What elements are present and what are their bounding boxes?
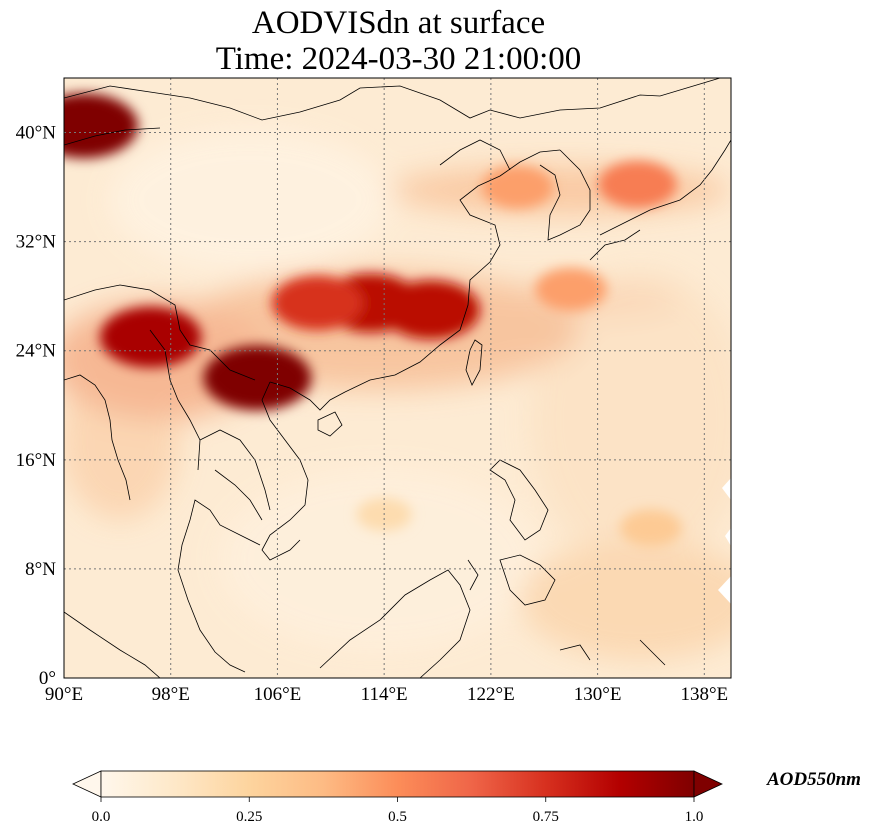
aerosol-plume [203, 345, 312, 411]
colorbar-max-extend [693, 770, 723, 798]
colorbar-gradient [100, 770, 695, 798]
longitude-tick-label: 138°E [680, 684, 728, 705]
aerosol-plume [64, 93, 138, 159]
longitude-tick-label: 90°E [45, 684, 83, 705]
longitude-tick-label: 122°E [467, 684, 515, 705]
aerosol-plume [535, 267, 607, 311]
latitude-tick-label: 0° [39, 668, 56, 689]
aerosol-plume [381, 280, 480, 340]
colorbar-tick-label: 1.0 [685, 809, 704, 825]
longitude-tick-label: 114°E [361, 684, 408, 705]
aerosol-plumes [64, 93, 682, 547]
latitude-tick-label: 16°N [16, 450, 57, 471]
map-time-subtitle: Time: 2024-03-30 21:00:00 [215, 41, 582, 77]
latitude-tick-label: 24°N [16, 341, 57, 362]
latitude-tick-label: 8°N [25, 559, 56, 580]
nodata-patch [722, 478, 731, 500]
latitude-tick-label: 32°N [16, 232, 57, 253]
map-frame [63, 77, 732, 679]
nodata-patch [725, 528, 731, 546]
nodata-patch [718, 576, 731, 604]
aerosol-plume [620, 509, 682, 547]
aerosol-plume [271, 275, 364, 331]
colorbar-tick-label: 0.75 [533, 809, 559, 825]
colorbar: 0.0 0.25 0.5 0.75 1.0 [72, 770, 723, 825]
longitude-tick-label: 98°E [152, 684, 190, 705]
longitude-tick-label: 130°E [574, 684, 622, 705]
colorbar-label: AOD550nm [767, 769, 861, 790]
coastlines [64, 78, 731, 678]
map-title: AODVISdn at surface [251, 5, 546, 41]
latitude-tick-label: 40°N [16, 123, 57, 144]
colorbar-ticks: 0.0 0.25 0.5 0.75 1.0 [92, 797, 704, 825]
gridlines [64, 78, 731, 678]
colorbar-tick-label: 0.5 [388, 809, 407, 825]
aerosol-plume [598, 160, 677, 208]
latitude-labels: 0° 8°N 16°N 24°N 32°N 40°N [16, 123, 57, 689]
aerosol-plume [100, 306, 202, 368]
longitude-labels: 90°E 98°E 106°E 114°E 122°E 130°E 138°E [45, 684, 728, 705]
colorbar-tick-label: 0.0 [92, 809, 111, 825]
aod-field [64, 78, 731, 678]
colorbar-min-extend [72, 770, 102, 798]
longitude-tick-label: 106°E [254, 684, 302, 705]
colorbar-tick-label: 0.25 [236, 809, 262, 825]
aerosol-plume [481, 165, 554, 209]
